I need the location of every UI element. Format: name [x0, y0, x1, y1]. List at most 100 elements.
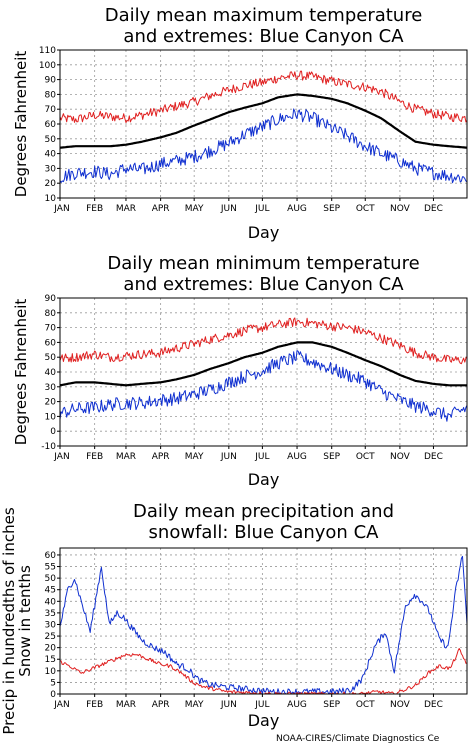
y-tick-label: 20 — [45, 179, 57, 189]
x-tick-label: MAR — [116, 452, 136, 462]
x-tick-label: NOV — [390, 700, 411, 710]
credit-text: NOAA-CIRES/Climate Diagnostics Ce — [276, 734, 440, 744]
series-line-precip — [59, 555, 468, 695]
x-tick-label: MAR — [116, 204, 136, 214]
series-line-high — [59, 317, 468, 365]
y-axis-label: Snow in tenths — [16, 565, 34, 677]
y-tick-label: 5 — [50, 678, 56, 688]
y-tick-label: 10 — [45, 412, 57, 422]
series-line-high — [59, 70, 468, 124]
x-tick-label: AUG — [287, 452, 307, 462]
chart-title-line: and extremes: Blue Canyon CA — [123, 26, 404, 47]
chart-title-line: Daily mean minimum temperature — [107, 253, 419, 274]
y-tick-label: 80 — [45, 309, 57, 319]
x-tick-label: DEC — [424, 700, 443, 710]
x-tick-label: FEB — [86, 452, 103, 462]
x-tick-label: SEP — [323, 452, 340, 462]
y-tick-label: 35 — [45, 609, 56, 619]
x-tick-label: MAR — [116, 700, 136, 710]
y-tick-label: 80 — [45, 90, 57, 100]
chart-title-line: and extremes: Blue Canyon CA — [123, 274, 404, 295]
x-tick-label: JAN — [53, 700, 69, 710]
series-line-low — [59, 350, 468, 422]
series-line-snow — [59, 648, 468, 695]
y-tick-label: 40 — [45, 150, 57, 160]
series-line-low — [59, 108, 468, 184]
series-line-mean — [59, 341, 467, 387]
x-tick-label: SEP — [323, 700, 340, 710]
chart-title-line: Daily mean precipitation and — [133, 501, 394, 522]
y-tick-label: 10 — [45, 667, 57, 677]
x-tick-label: JUL — [254, 452, 269, 462]
x-tick-label: FEB — [86, 700, 103, 710]
x-tick-label: JAN — [53, 204, 69, 214]
x-tick-label: JUL — [254, 204, 269, 214]
y-tick-label: 90 — [45, 294, 57, 304]
x-tick-label: OCT — [356, 452, 375, 462]
x-tick-label: DEC — [424, 452, 443, 462]
y-tick-label: 40 — [45, 597, 57, 607]
y-tick-label: 110 — [39, 46, 56, 56]
y-tick-label: 100 — [39, 61, 56, 71]
y-tick-label: 0 — [50, 690, 56, 700]
x-tick-label: JUN — [220, 452, 237, 462]
y-tick-label: 15 — [45, 655, 56, 665]
x-tick-label: NOV — [390, 204, 411, 214]
plot-frame — [59, 297, 468, 447]
y-tick-label: 50 — [45, 135, 57, 145]
x-tick-label: FEB — [86, 204, 103, 214]
x-tick-label: AUG — [287, 204, 307, 214]
x-tick-label: MAY — [185, 452, 204, 462]
y-tick-label: 40 — [45, 368, 57, 378]
y-tick-label: 0 — [50, 427, 56, 437]
x-axis-label: Day — [248, 711, 280, 730]
plot-frame — [59, 547, 468, 695]
y-tick-label: 50 — [45, 353, 57, 363]
chart-title-line: Daily mean maximum temperature — [105, 5, 423, 26]
y-tick-label: 10 — [45, 194, 57, 204]
x-tick-label: MAY — [185, 700, 204, 710]
y-tick-label: 60 — [45, 551, 57, 561]
x-axis-label: Day — [248, 470, 280, 489]
x-axis-label: Day — [248, 223, 280, 242]
x-tick-label: JUL — [254, 700, 269, 710]
y-tick-label: 90 — [45, 76, 57, 86]
y-tick-label: 50 — [45, 574, 57, 584]
y-tick-label: 45 — [45, 586, 56, 596]
series-line-mean — [59, 93, 468, 149]
x-tick-label: APR — [152, 204, 170, 214]
y-tick-label: 70 — [45, 105, 57, 115]
y-tick-label: -10 — [41, 442, 56, 452]
y-tick-label: 60 — [45, 338, 57, 348]
x-tick-label: APR — [152, 452, 170, 462]
y-axis-label: Degrees Fahrenheit — [12, 299, 30, 446]
y-tick-label: 70 — [45, 324, 57, 334]
chart-title-line: snowfall: Blue Canyon CA — [149, 522, 380, 543]
y-tick-label: 25 — [45, 632, 56, 642]
x-tick-label: SEP — [323, 204, 340, 214]
y-tick-label: 30 — [45, 620, 57, 630]
x-tick-label: DEC — [424, 204, 443, 214]
y-tick-label: 55 — [45, 563, 56, 573]
x-tick-label: MAY — [185, 204, 204, 214]
y-tick-label: 20 — [45, 398, 57, 408]
x-tick-label: JAN — [53, 452, 69, 462]
x-tick-label: JUN — [220, 700, 237, 710]
x-tick-label: JUN — [220, 204, 237, 214]
y-axis-label: Degrees Fahrenheit — [12, 51, 30, 198]
y-tick-label: 20 — [45, 644, 57, 654]
y-tick-label: 30 — [45, 383, 57, 393]
y-axis-label: Precip in hundredths of inches — [0, 507, 18, 734]
x-tick-label: OCT — [356, 700, 375, 710]
x-tick-label: AUG — [287, 700, 307, 710]
x-tick-label: NOV — [390, 452, 411, 462]
x-tick-label: APR — [152, 700, 170, 710]
y-tick-label: 30 — [45, 164, 57, 174]
y-tick-label: 60 — [45, 120, 57, 130]
x-tick-label: OCT — [356, 204, 375, 214]
plot-frame — [59, 49, 468, 199]
